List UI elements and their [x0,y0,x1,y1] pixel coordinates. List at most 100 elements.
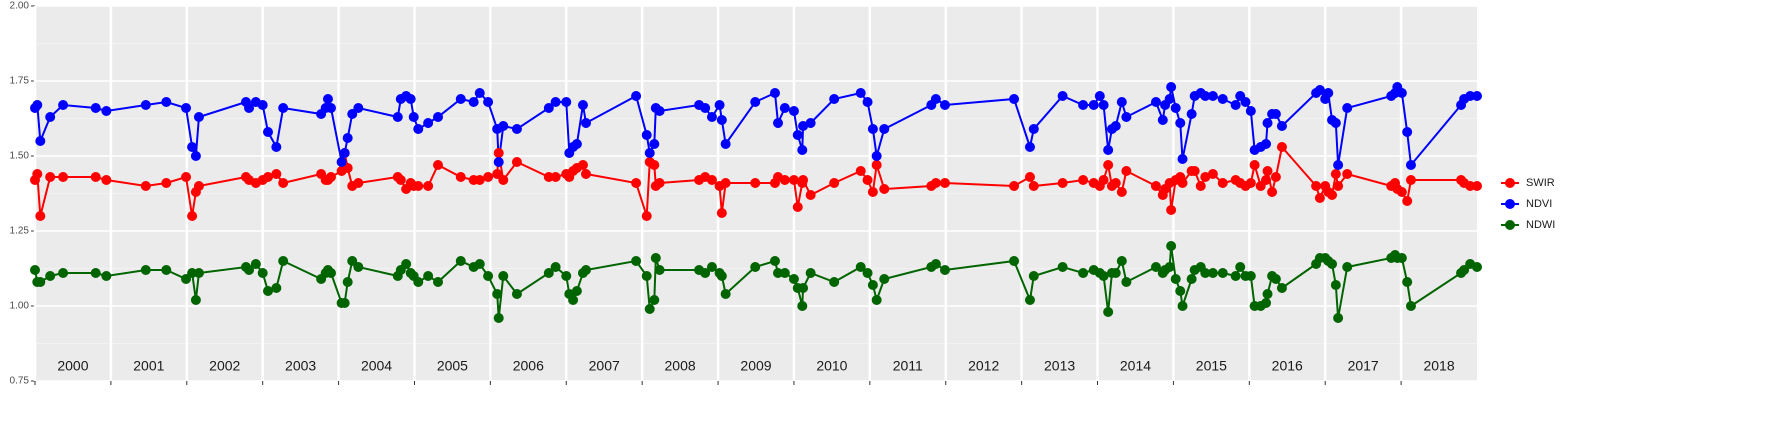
point [193,112,204,122]
point [190,151,201,161]
point [720,289,731,299]
point [1402,127,1413,137]
point [1472,91,1482,101]
point [879,184,890,194]
point [468,97,479,107]
point [1465,181,1476,191]
point [939,100,950,110]
point [322,94,333,104]
point [543,103,554,113]
point [181,274,192,284]
point [1262,166,1273,176]
point [930,178,941,188]
point [1245,106,1256,116]
y-tick-label: 1.75 [10,76,30,87]
point [773,268,784,278]
point [571,286,582,296]
point [32,169,43,179]
point [257,268,268,278]
point [867,124,878,134]
point [493,148,504,158]
point [1327,259,1338,269]
point [649,160,660,170]
y-tick-label: 0.75 [10,376,30,387]
point [1150,97,1161,107]
point [867,187,878,197]
point [413,181,424,191]
point [641,271,652,281]
point [716,208,727,218]
point [871,151,882,161]
point [1472,262,1482,272]
point [1270,274,1281,284]
point [1170,274,1181,284]
point [871,295,882,305]
point [1276,283,1287,293]
point [1245,271,1256,281]
point [1098,271,1109,281]
point [716,271,727,281]
point [1175,286,1186,296]
point [262,172,273,182]
point [347,256,358,266]
year-label: 2016 [1272,358,1303,374]
point [1327,190,1338,200]
point [90,103,101,113]
point [408,112,419,122]
point [101,271,112,281]
point [455,172,466,182]
point [423,181,434,191]
point [543,268,554,278]
year-label: 2008 [665,358,696,374]
point [1189,166,1200,176]
point [342,277,353,287]
point [580,169,591,179]
point [511,124,522,134]
point [353,103,364,113]
point [879,274,890,284]
point [1333,313,1344,323]
point [353,262,364,272]
point [706,175,717,185]
point [1314,85,1325,95]
year-label: 2018 [1423,358,1454,374]
point [511,289,522,299]
point [45,172,56,182]
point [498,175,509,185]
point [342,133,353,143]
point [187,142,198,152]
point [1028,181,1039,191]
point [862,175,873,185]
year-label: 2005 [437,358,468,374]
point [325,268,336,278]
point [750,262,761,272]
point [1186,109,1197,119]
point [750,97,761,107]
point [1314,193,1325,203]
point [1342,262,1353,272]
point [1116,256,1127,266]
point [1110,178,1121,188]
point [1200,172,1211,182]
point [1116,187,1127,197]
point [1330,280,1341,290]
year-label: 2012 [968,358,999,374]
point [1157,115,1168,125]
legend-label: NDVI [1526,198,1552,210]
point [1402,196,1413,206]
point [871,160,882,170]
year-label: 2002 [209,358,240,374]
point [1330,169,1341,179]
point [716,115,727,125]
point [654,178,665,188]
point [550,172,561,182]
point [1078,175,1089,185]
point [1078,268,1089,278]
point [181,172,192,182]
point [649,139,660,149]
point [720,178,731,188]
point [1267,187,1278,197]
point [1396,253,1407,263]
point [1057,91,1068,101]
point [798,283,809,293]
